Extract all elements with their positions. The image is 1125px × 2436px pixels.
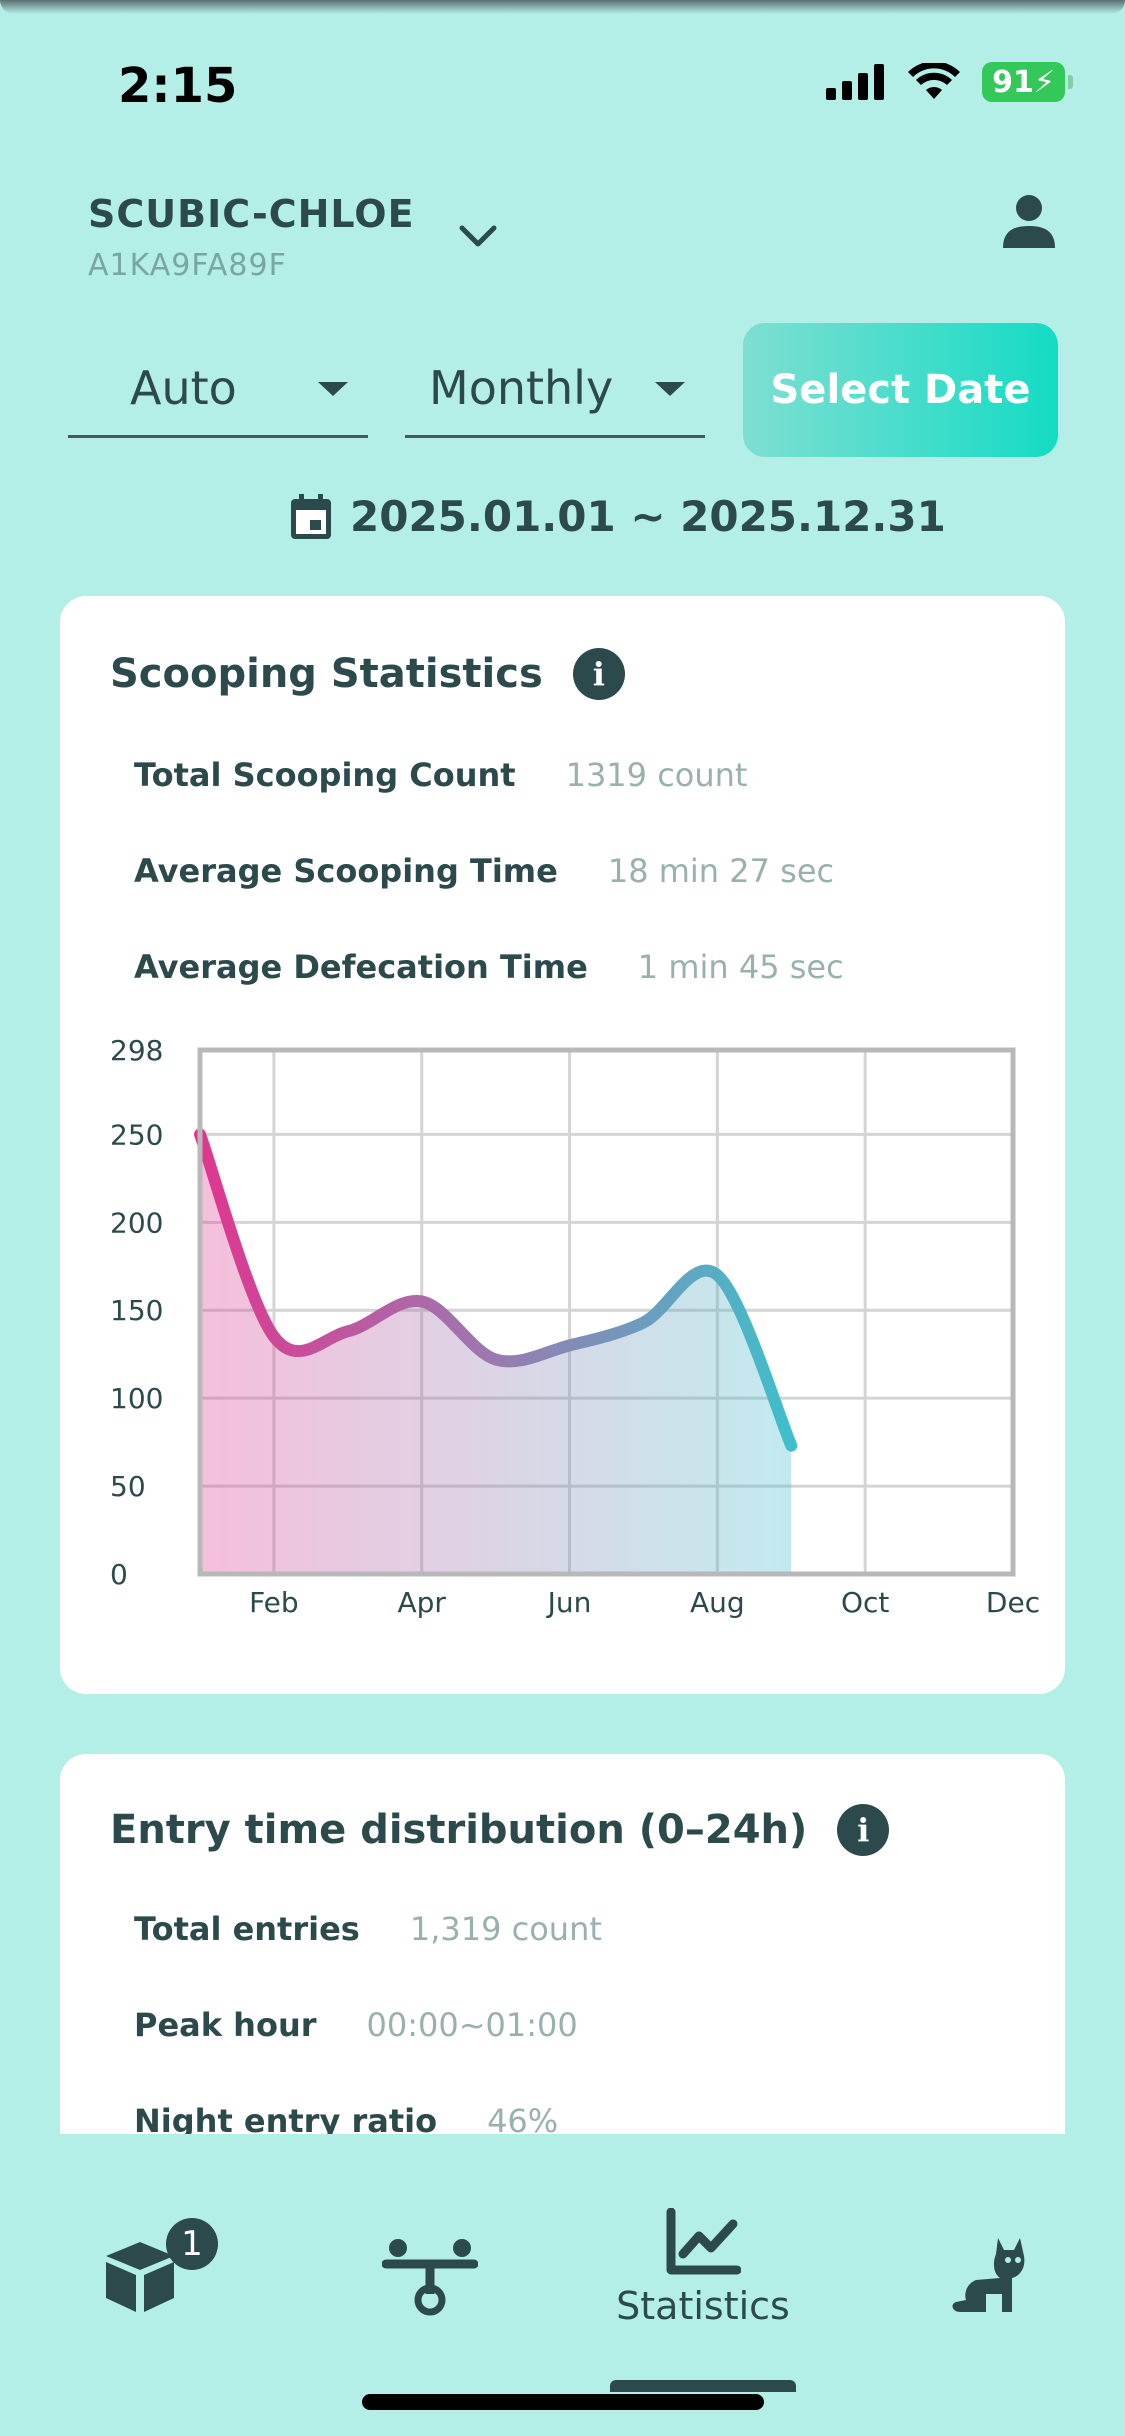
stat-row: Peak hour 00:00~01:00 xyxy=(134,2006,578,2044)
y-tick-label: 250 xyxy=(110,1118,163,1151)
chart-icon xyxy=(666,2208,741,2275)
period-select-value: Monthly xyxy=(429,360,614,415)
entry-title: Entry time distribution (0–24h) xyxy=(110,1807,808,1853)
x-axis-ticks: Feb Apr Jun Aug Oct Dec xyxy=(249,1586,1040,1619)
scooping-title: Scooping Statistics xyxy=(110,651,543,697)
period-select[interactable]: Monthly xyxy=(405,340,705,438)
x-tick-label: Oct xyxy=(841,1586,889,1619)
scooping-statistics-card: Scooping Statistics i Total Scooping Cou… xyxy=(60,596,1065,1694)
y-tick-label: 200 xyxy=(110,1206,163,1239)
status-icons: 91 ⚡ xyxy=(826,62,1073,102)
stat-value: 1,319 count xyxy=(409,1910,602,1948)
device-id: A1KA9FA89F xyxy=(88,248,287,283)
box-icon[interactable] xyxy=(100,2236,180,2316)
home-indicator xyxy=(362,2394,764,2410)
stat-row: Average Scooping Time 18 min 27 sec xyxy=(134,852,834,890)
chart-frame xyxy=(197,1047,1016,1577)
card-title: Scooping Statistics i xyxy=(110,648,625,700)
top-edge-shadow xyxy=(0,0,1125,14)
nav-statistics[interactable]: Statistics xyxy=(610,2208,796,2328)
cat-icon[interactable] xyxy=(948,2234,1028,2318)
mode-select-value: Auto xyxy=(130,360,237,415)
card-title: Entry time distribution (0–24h) i xyxy=(110,1804,890,1856)
chevron-down-icon[interactable] xyxy=(458,222,498,250)
y-tick-label: 100 xyxy=(110,1382,163,1415)
notification-badge: 1 xyxy=(166,2218,218,2270)
caret-down-icon xyxy=(655,382,685,396)
active-tab-indicator xyxy=(610,2380,796,2392)
stat-label: Night entry ratio xyxy=(134,2102,438,2134)
stat-value: 46% xyxy=(487,2102,559,2134)
charging-bolt: ⚡ xyxy=(1033,64,1055,100)
select-date-button[interactable]: Select Date xyxy=(743,323,1058,457)
x-tick-label: Dec xyxy=(986,1586,1040,1619)
info-icon[interactable]: i xyxy=(837,1804,890,1856)
chart-area-fill xyxy=(200,1134,792,1574)
date-range-text: 2025.01.01 ~ 2025.12.31 xyxy=(350,492,946,541)
y-tick-label: 0 xyxy=(110,1558,128,1591)
battery-icon: 91 ⚡ xyxy=(982,62,1073,102)
stat-row: Night entry ratio 46% xyxy=(134,2102,558,2134)
stat-row: Total Scooping Count 1319 count xyxy=(134,756,747,794)
y-tick-label: 150 xyxy=(110,1294,163,1327)
x-tick-label: Jun xyxy=(546,1586,592,1619)
y-axis-ticks: 0 50 100 150 200 250 298 xyxy=(110,1034,163,1591)
stat-label: Peak hour xyxy=(134,2006,317,2044)
x-tick-label: Apr xyxy=(398,1586,447,1619)
wifi-icon xyxy=(908,63,961,99)
mode-select[interactable]: Auto xyxy=(68,340,368,438)
stat-label: Total Scooping Count xyxy=(134,756,516,794)
calendar-icon xyxy=(291,493,331,539)
entry-distribution-card: Entry time distribution (0–24h) i Total … xyxy=(60,1754,1065,2134)
y-tick-label: 50 xyxy=(110,1470,146,1503)
battery-level: 91 xyxy=(992,64,1034,100)
y-tick-label: 298 xyxy=(110,1034,163,1067)
device-name[interactable]: SCUBIC-CHLOE xyxy=(88,192,415,236)
signal-icon xyxy=(826,64,885,100)
stat-label: Average Defecation Time xyxy=(134,948,588,986)
caret-down-icon xyxy=(318,382,348,396)
chart-series-line xyxy=(194,1128,798,1452)
stat-value: 18 min 27 sec xyxy=(607,852,835,890)
stat-value: 00:00~01:00 xyxy=(366,2006,578,2044)
x-tick-label: Feb xyxy=(249,1586,299,1619)
profile-icon[interactable] xyxy=(1000,192,1058,250)
x-tick-label: Aug xyxy=(690,1586,745,1619)
hub-icon[interactable] xyxy=(382,2236,478,2316)
stat-row: Average Defecation Time 1 min 45 sec xyxy=(134,948,844,986)
stat-label: Average Scooping Time xyxy=(134,852,558,890)
info-icon[interactable]: i xyxy=(572,648,625,700)
stat-value: 1 min 45 sec xyxy=(637,948,844,986)
stat-label: Total entries xyxy=(134,1910,360,1948)
scooping-line-chart: 0 50 100 150 200 250 298 Feb Apr Jun Aug Oct Dec xyxy=(110,1034,1040,1619)
status-time: 2:15 xyxy=(118,58,238,114)
date-range: 2025.01.01 ~ 2025.12.31 xyxy=(290,492,946,541)
nav-statistics-label: Statistics xyxy=(616,2284,790,2328)
stat-row: Total entries 1,319 count xyxy=(134,1910,602,1948)
stat-value: 1319 count xyxy=(565,756,748,794)
